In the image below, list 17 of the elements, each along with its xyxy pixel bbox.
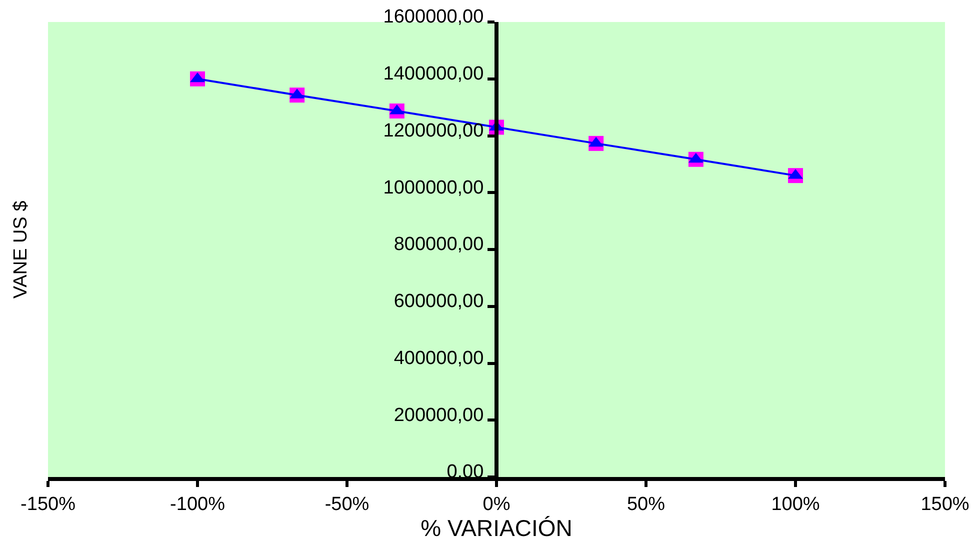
y-tick-label: 1200000,00 bbox=[383, 120, 484, 142]
x-tick-label: 0% bbox=[482, 494, 510, 515]
y-tick-label: 800000,00 bbox=[394, 234, 484, 256]
y-tick-label: 1600000,00 bbox=[383, 6, 484, 28]
x-tick-label: -50% bbox=[324, 494, 370, 515]
y-tick-label: 600000,00 bbox=[394, 291, 484, 312]
x-axis-title: % VARIACIÓN bbox=[420, 514, 572, 541]
y-tick-label: 1400000,00 bbox=[383, 64, 484, 85]
x-tick-label: 150% bbox=[920, 494, 970, 515]
y-tick-label: 200000,00 bbox=[394, 404, 484, 426]
x-tick-label: 100% bbox=[771, 494, 820, 515]
y-axis-title: VANE US $ bbox=[10, 200, 32, 299]
y-tick-label: 400000,00 bbox=[394, 348, 484, 369]
x-tick-label: -100% bbox=[170, 494, 226, 515]
x-tick-label: 50% bbox=[626, 494, 666, 515]
x-tick-label: -150% bbox=[20, 494, 76, 515]
y-tick-label: 1000000,00 bbox=[383, 177, 484, 198]
